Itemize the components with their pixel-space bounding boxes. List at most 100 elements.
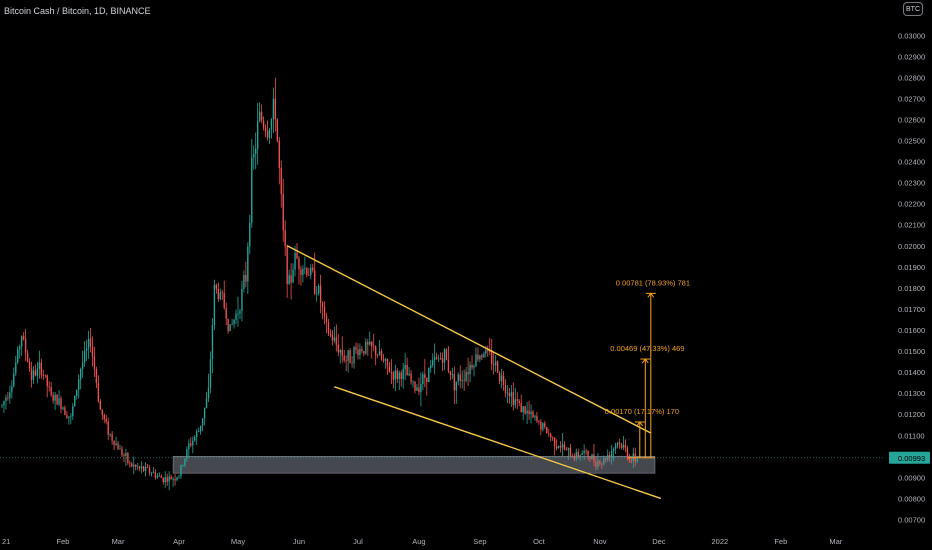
candle-body	[494, 361, 497, 366]
candle-body	[95, 369, 98, 384]
trendline-upper	[286, 245, 652, 434]
price-tag-bg	[889, 451, 930, 464]
candle-body	[188, 443, 190, 450]
y-tick-label: 0.02600	[898, 115, 925, 124]
candle-body	[630, 460, 633, 462]
candle-body	[117, 443, 119, 450]
candle-body	[418, 387, 420, 393]
y-axis[interactable]: 0.007000.008000.009000.010000.011000.012…	[898, 31, 925, 524]
candle-body	[329, 334, 332, 335]
y-tick-label: 0.01200	[898, 410, 925, 419]
candle-body	[266, 131, 269, 138]
candle-body	[573, 457, 575, 460]
candle-body	[304, 268, 306, 269]
measure-arrowhead-2	[641, 358, 649, 364]
candle-body	[276, 119, 279, 141]
candle-body	[544, 423, 546, 427]
y-tick-label: 0.01900	[898, 263, 925, 272]
candle-body	[532, 411, 534, 418]
candle-body	[546, 426, 548, 434]
candle-body	[477, 354, 479, 360]
candle-body	[178, 476, 180, 478]
candle-body	[508, 392, 511, 397]
y-tick-label: 0.00700	[898, 515, 925, 524]
candle-body	[142, 466, 145, 471]
candle-body	[373, 346, 375, 348]
x-tick-label: Sep	[473, 537, 486, 546]
candle-body	[339, 350, 341, 353]
x-tick-label: Feb	[56, 537, 69, 546]
candle-body	[5, 397, 7, 402]
candle-body	[205, 398, 208, 408]
x-axis[interactable]: 21 Feb Mar Apr May Jun Jul Aug Sep Oct Nov Dec 2022 F…	[2, 537, 843, 546]
candle-body	[315, 293, 318, 295]
candle-body	[563, 444, 566, 450]
candle-body	[367, 341, 369, 345]
y-tick-label: 0.02100	[898, 221, 925, 230]
candle-body	[97, 383, 100, 402]
y-tick-label: 0.01300	[898, 389, 925, 398]
candle-body	[58, 398, 60, 405]
candle-body	[396, 370, 398, 379]
currency-badge[interactable]: BTC	[903, 2, 923, 16]
candle-body	[1, 405, 3, 406]
candle-body	[453, 374, 456, 391]
candle-body	[207, 387, 210, 399]
candle-body	[520, 403, 522, 413]
candle-body	[628, 456, 631, 461]
candle-body	[280, 168, 282, 195]
x-tick-label: Nov	[593, 537, 607, 546]
x-tick-label: Feb	[774, 537, 787, 546]
candle-body	[42, 374, 44, 376]
candle-body	[105, 418, 107, 422]
candle-body	[589, 457, 591, 460]
candle-body	[522, 406, 524, 413]
candle-body	[571, 456, 574, 458]
candle-body	[192, 440, 194, 446]
candle-body	[380, 351, 383, 360]
candle-body	[215, 284, 218, 289]
candle-body	[441, 358, 444, 363]
candle-body	[402, 368, 404, 380]
candle-body	[209, 359, 212, 388]
candle-body	[66, 415, 68, 418]
candle-body	[312, 267, 314, 271]
x-tick-label: 2022	[711, 537, 728, 546]
candle-body	[569, 447, 572, 457]
candle-body	[62, 407, 64, 409]
candle-body	[355, 347, 357, 350]
candle-body	[347, 350, 349, 361]
measurements: 0.00170 (17.17%) 170 0.00469 (47.33%) 469…	[605, 278, 690, 459]
candle-body	[363, 351, 365, 354]
candle-body	[211, 324, 214, 360]
candle-body	[129, 462, 131, 464]
candle-body	[624, 445, 627, 448]
candle-body	[274, 98, 277, 120]
candle-body	[343, 355, 345, 361]
y-tick-label: 0.01600	[898, 326, 925, 335]
candle-body	[288, 275, 290, 284]
candle-body	[575, 451, 577, 460]
candle-body	[487, 349, 489, 352]
candle-body	[229, 324, 231, 332]
candle-body	[196, 431, 198, 437]
y-tick-label: 0.02500	[898, 137, 925, 146]
y-tick-label: 0.03000	[898, 31, 925, 40]
candle-body	[260, 111, 263, 121]
candle-body	[337, 344, 339, 353]
y-tick-label: 0.01500	[898, 347, 925, 356]
x-tick-label: Oct	[533, 537, 546, 546]
candle-body	[587, 450, 589, 458]
candle-body	[483, 353, 485, 358]
candle-body	[500, 375, 503, 382]
candle-body	[561, 444, 564, 448]
candle-body	[614, 445, 617, 449]
candle-body	[164, 477, 166, 483]
candle-body	[107, 421, 109, 435]
candle-body	[302, 268, 304, 275]
candle-body	[113, 440, 115, 446]
candle-body	[91, 346, 94, 357]
candle-body	[597, 460, 599, 467]
candle-body	[162, 477, 164, 483]
